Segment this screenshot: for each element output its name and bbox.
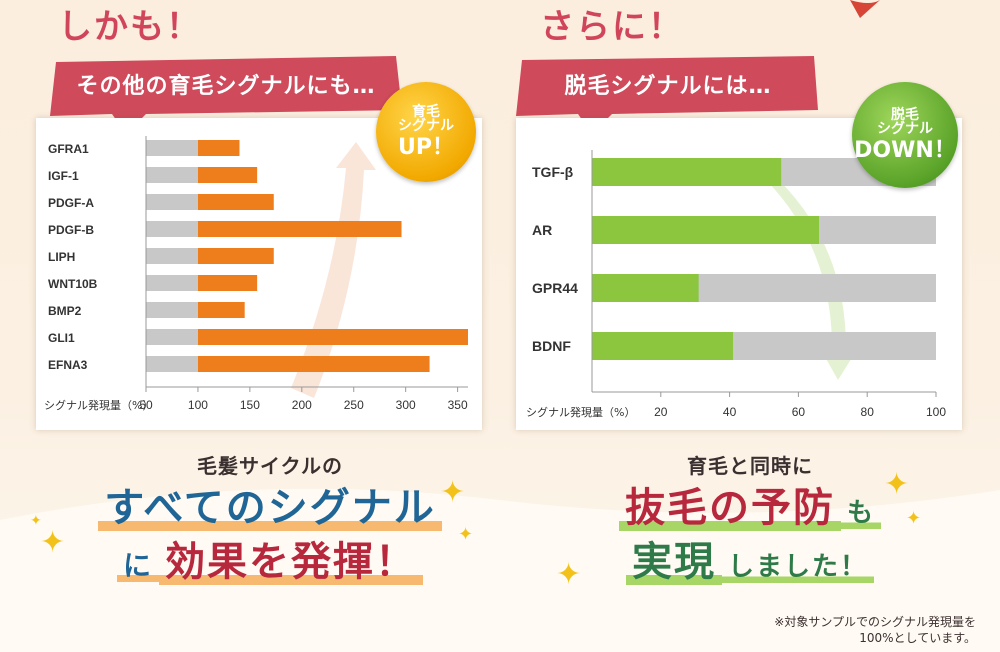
left-caption-small: 毛髪サイクルの <box>197 454 343 478</box>
bar <box>197 194 274 210</box>
right-caption-suffix1: も <box>840 498 881 529</box>
x-tick-label: 20 <box>654 405 668 419</box>
right-caption-big1: 抜毛の予防 <box>618 485 841 531</box>
category-label: BDNF <box>532 338 571 354</box>
left-caption-big1: すべてのシグナル <box>98 485 442 531</box>
right-ribbon-text: 脱毛シグナルには… <box>564 74 772 99</box>
category-label: PDGF-A <box>48 196 94 210</box>
right-caption-small: 育毛と同時に <box>687 454 813 478</box>
down-badge: 脱毛 シグナル DOWN！ <box>852 82 958 188</box>
category-label: LIPH <box>48 250 75 264</box>
category-label: GLI1 <box>48 331 75 345</box>
x-tick-label: 350 <box>448 398 468 412</box>
bar <box>592 332 734 360</box>
category-label: GPR44 <box>532 280 578 296</box>
x-tick-label: 50 <box>139 398 153 412</box>
bar <box>592 274 699 302</box>
right-chart-panel: TGF-β AR GPR44 BDNF 20 40 60 80 100 シグナル発現量（%） <box>516 118 962 430</box>
left-caption-big2: 効果を発揮！ <box>159 539 423 585</box>
x-tick-label: 80 <box>861 405 875 419</box>
bar <box>197 248 274 264</box>
left-headline: しかも！ <box>58 7 202 47</box>
baseline-bar <box>146 194 198 210</box>
sparkle-icon: ✦ <box>906 508 922 529</box>
left-ribbon: その他の育毛シグナルにも… <box>46 56 406 136</box>
sparkle-icon: ✦ <box>30 513 42 529</box>
right-caption: 育毛と同時に 抜毛の予防も 実現 しました！ <box>560 450 940 585</box>
footnote: ※対象サンプルでのシグナル発現量を 100%としています。 <box>774 614 976 646</box>
baseline-bar <box>146 140 198 156</box>
sparkle-icon: ✦ <box>40 525 66 560</box>
baseline-bar <box>146 248 198 264</box>
baseline-bar <box>146 329 198 345</box>
x-tick-label: 60 <box>792 405 806 419</box>
category-label: TGF-β <box>532 164 574 180</box>
baseline-bar <box>146 356 198 372</box>
right-caption-suffix2: しました！ <box>721 552 874 583</box>
x-axis-label: シグナル発現量（%） <box>526 405 635 419</box>
left-bar-chart: GFRA1 IGF-1 PDGF-A PDGF-B LIPH WNT10B BMP2 GLI1… <box>44 136 468 412</box>
x-tick-label: 100 <box>926 405 946 419</box>
category-label: WNT10B <box>48 277 98 291</box>
category-label: AR <box>532 222 552 238</box>
x-tick-label: 300 <box>396 398 416 412</box>
left-ribbon-text: その他の育毛シグナルにも… <box>76 74 376 99</box>
category-label: IGF-1 <box>48 169 79 183</box>
bar <box>197 275 258 291</box>
sparkle-icon: ✦ <box>458 524 474 545</box>
category-label: EFNA3 <box>48 358 88 372</box>
bar <box>197 167 258 183</box>
right-headline: さらに！ <box>540 7 684 47</box>
sparkle-icon: ✦ <box>440 475 466 510</box>
x-tick-label: 250 <box>344 398 364 412</box>
bar <box>197 329 468 345</box>
footnote-line2: 100%としています。 <box>859 631 976 646</box>
baseline-bar <box>146 221 198 237</box>
x-axis-label: シグナル発現量（%） <box>44 398 153 412</box>
left-caption-pre: に <box>116 549 159 583</box>
down-arrow-icon <box>766 168 858 380</box>
category-label: PDGF-B <box>48 223 94 237</box>
left-chart-panel: GFRA1 IGF-1 PDGF-A PDGF-B LIPH WNT10B BMP2 GLI1… <box>36 118 482 430</box>
bar <box>197 356 430 372</box>
left-caption: 毛髪サイクルの すべてのシグナル に効果を発揮！ <box>60 450 480 585</box>
bar <box>592 216 820 244</box>
up-badge: 育毛 シグナル UP！ <box>376 82 476 182</box>
bar <box>592 158 782 186</box>
bar <box>197 302 245 318</box>
footnote-line1: ※対象サンプルでのシグナル発現量を <box>774 615 976 629</box>
x-tick-label: 150 <box>240 398 260 412</box>
right-ribbon: 脱毛シグナルには… <box>516 56 820 136</box>
x-tick-label: 40 <box>723 405 737 419</box>
right-caption-big2: 実現 <box>625 539 722 585</box>
right-bar-chart: TGF-β AR GPR44 BDNF 20 40 60 80 100 シグナル発現量（%） <box>526 150 946 419</box>
x-tick-label: 100 <box>188 398 208 412</box>
baseline-bar <box>146 167 198 183</box>
category-label: GFRA1 <box>48 142 89 156</box>
category-label: BMP2 <box>48 304 82 318</box>
sparkle-icon: ✦ <box>884 467 910 502</box>
baseline-bar <box>146 275 198 291</box>
x-tick-label: 200 <box>292 398 312 412</box>
bar <box>197 140 240 156</box>
bar <box>197 221 402 237</box>
sparkle-icon: ✦ <box>556 557 582 592</box>
baseline-bar <box>146 302 198 318</box>
